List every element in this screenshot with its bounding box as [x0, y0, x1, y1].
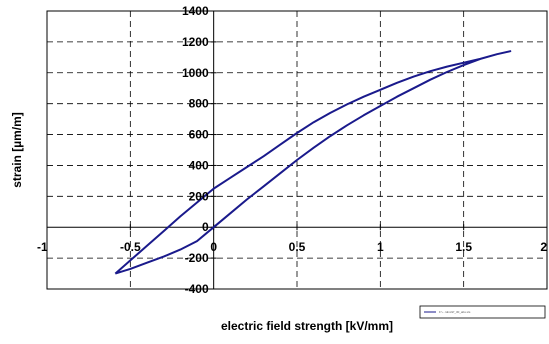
y-tick-label: 1200	[182, 35, 209, 49]
y-tick-label: 200	[189, 189, 209, 203]
axes	[46, 10, 548, 290]
hysteresis-curve	[114, 50, 512, 275]
tick-labels: -1 -0.5 0 0.5 1 1.5 2-400-20002004006008001000…	[37, 4, 547, 296]
y-tick-label: 1000	[182, 66, 209, 80]
y-tick-label: -200	[185, 251, 209, 265]
legend[interactable]: F:\...\dms\P_30_abs.xls	[419, 305, 546, 319]
y-tick-label: 0	[202, 220, 209, 234]
plot-frame	[46, 10, 548, 290]
y-tick-label: 1400	[182, 4, 209, 18]
x-tick-label: 2	[540, 240, 547, 254]
y-tick-label: 600	[189, 128, 209, 142]
x-tick-label: -1	[37, 240, 48, 254]
x-tick-label: 0.5	[289, 240, 306, 254]
x-tick-label: 0	[210, 240, 217, 254]
legend-box	[419, 305, 546, 319]
x-tick-label: 1	[377, 240, 384, 254]
x-axis-title: electric field strength [kV/mm]	[221, 319, 393, 333]
y-tick-label: 800	[189, 97, 209, 111]
y-axis-title: strain [µm/m]	[10, 112, 24, 188]
series-layer	[114, 50, 512, 275]
legend-label: F:\...\dms\P_30_abs.xls	[439, 310, 471, 314]
gridlines	[47, 11, 547, 289]
x-tick-label: -0.5	[120, 240, 141, 254]
x-tick-label: 1.5	[455, 240, 472, 254]
y-tick-label: -400	[185, 282, 209, 296]
y-tick-label: 400	[189, 158, 209, 172]
